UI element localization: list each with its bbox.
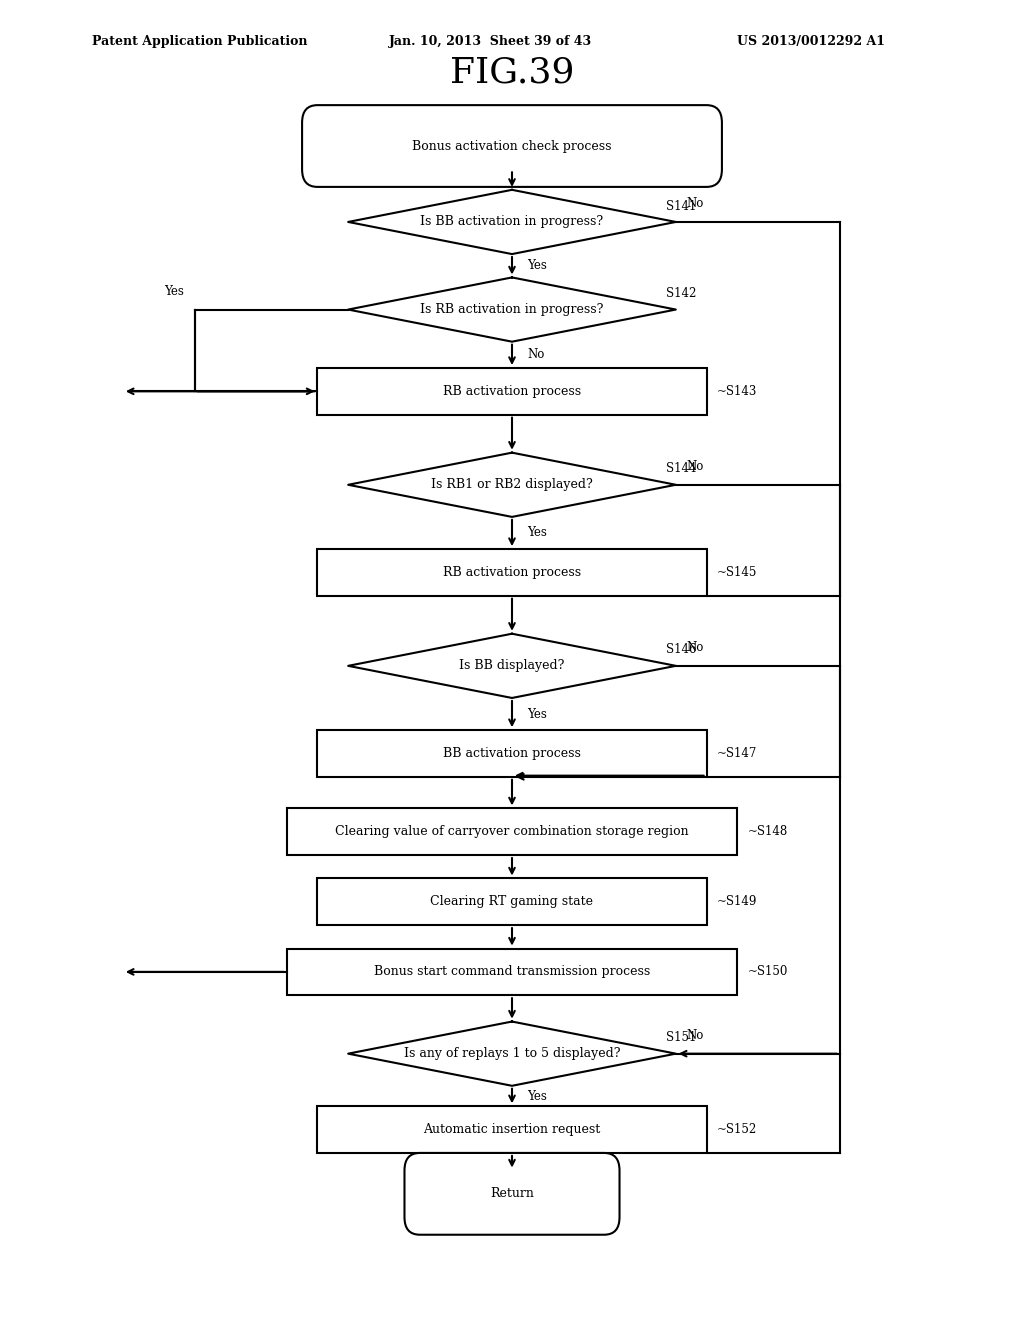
Text: BB activation process: BB activation process <box>443 747 581 760</box>
Text: S141: S141 <box>666 199 696 213</box>
Text: Clearing value of carryover combination storage region: Clearing value of carryover combination … <box>335 825 689 838</box>
Bar <box>287 808 737 855</box>
Text: ~S148: ~S148 <box>748 825 787 838</box>
Text: Is RB activation in progress?: Is RB activation in progress? <box>420 304 604 315</box>
Text: No: No <box>686 461 703 473</box>
Text: Return: Return <box>490 1188 534 1200</box>
Bar <box>317 368 707 414</box>
Text: S144: S144 <box>666 462 696 475</box>
Text: ~S145: ~S145 <box>717 566 757 579</box>
Text: Yes: Yes <box>165 285 184 298</box>
Text: Yes: Yes <box>527 527 547 540</box>
Bar <box>317 1106 707 1152</box>
Text: Jan. 10, 2013  Sheet 39 of 43: Jan. 10, 2013 Sheet 39 of 43 <box>389 34 592 48</box>
Bar <box>287 949 737 995</box>
Text: Bonus activation check process: Bonus activation check process <box>413 140 611 153</box>
Text: S151: S151 <box>666 1031 696 1044</box>
Text: Is BB activation in progress?: Is BB activation in progress? <box>421 215 603 228</box>
Text: US 2013/0012292 A1: US 2013/0012292 A1 <box>737 34 886 48</box>
Text: Clearing RT gaming state: Clearing RT gaming state <box>430 895 594 908</box>
Text: No: No <box>686 642 703 655</box>
Text: Is any of replays 1 to 5 displayed?: Is any of replays 1 to 5 displayed? <box>403 1047 621 1060</box>
FancyBboxPatch shape <box>302 106 722 187</box>
Bar <box>317 549 707 595</box>
Text: RB activation process: RB activation process <box>443 566 581 579</box>
Text: Is BB displayed?: Is BB displayed? <box>460 660 564 672</box>
Text: ~S149: ~S149 <box>717 895 757 908</box>
Text: Is RB1 or RB2 displayed?: Is RB1 or RB2 displayed? <box>431 478 593 491</box>
Bar <box>317 730 707 776</box>
Text: ~S152: ~S152 <box>717 1123 757 1137</box>
Text: ~S150: ~S150 <box>748 965 787 978</box>
Text: Bonus start command transmission process: Bonus start command transmission process <box>374 965 650 978</box>
Text: S142: S142 <box>666 288 696 300</box>
Text: Patent Application Publication: Patent Application Publication <box>92 34 307 48</box>
Text: No: No <box>686 1030 703 1041</box>
Bar <box>317 878 707 925</box>
Text: ~S147: ~S147 <box>717 747 757 760</box>
Text: No: No <box>686 197 703 210</box>
FancyBboxPatch shape <box>404 1152 620 1234</box>
Text: FIG.39: FIG.39 <box>450 55 574 90</box>
Text: S146: S146 <box>666 643 696 656</box>
Text: Yes: Yes <box>527 259 547 272</box>
Text: Automatic insertion request: Automatic insertion request <box>423 1123 601 1137</box>
Text: Yes: Yes <box>527 1089 547 1102</box>
Text: No: No <box>527 348 545 362</box>
Text: Yes: Yes <box>527 708 547 721</box>
Text: RB activation process: RB activation process <box>443 385 581 397</box>
Text: ~S143: ~S143 <box>717 385 757 397</box>
